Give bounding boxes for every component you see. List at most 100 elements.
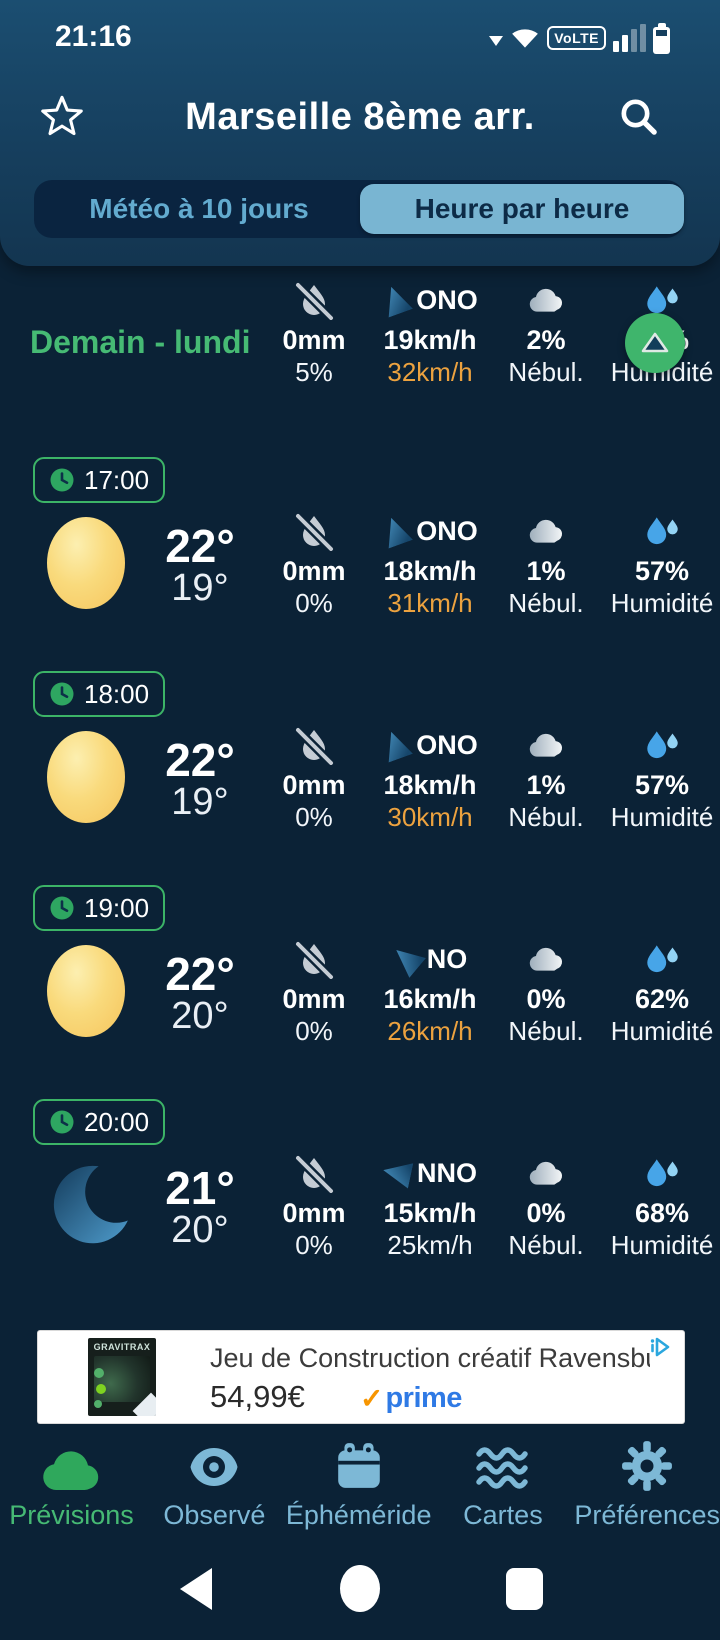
- humidity-label: Humidité: [610, 802, 714, 832]
- tab-hourly[interactable]: Heure par heure: [360, 184, 684, 234]
- signal-bars-icon: [613, 24, 646, 52]
- humidity-drops-icon: [641, 510, 683, 552]
- temp-high: 22°: [165, 520, 235, 572]
- cloud-icon: [527, 731, 565, 759]
- wind-speed: 18km/h: [383, 770, 477, 800]
- cloud-label: Nébul.: [508, 357, 584, 387]
- wind-direction: ONO: [416, 729, 478, 760]
- wind-speed: 15km/h: [383, 1198, 477, 1228]
- calendar-icon: [333, 1436, 385, 1492]
- search-icon[interactable]: [618, 96, 660, 143]
- battery-icon: [653, 22, 670, 54]
- temp-high: 22°: [165, 948, 235, 1000]
- rain-amount: 0mm: [282, 770, 346, 800]
- clock-icon: [49, 681, 75, 707]
- status-icons: VoLTE: [489, 22, 670, 54]
- rain-amount: 0mm: [282, 325, 346, 355]
- cloud-icon: [527, 1159, 565, 1187]
- rain-probability: 0%: [295, 588, 333, 618]
- temp-high: 21°: [165, 1162, 235, 1214]
- bottom-navigation: Prévisions Observé: [0, 1436, 720, 1540]
- wind-direction: NNO: [417, 1157, 477, 1188]
- cloud-label: Nébul.: [508, 588, 584, 618]
- prime-check-icon: ✓: [360, 1383, 384, 1414]
- nav-preferences[interactable]: Préférences: [574, 1436, 720, 1540]
- temp-high: 22°: [165, 734, 235, 786]
- nav-observe[interactable]: Observé: [143, 1436, 286, 1540]
- humidity-value: 62%: [634, 984, 690, 1014]
- sun-icon: [47, 945, 125, 1037]
- nav-previsions[interactable]: Prévisions: [0, 1436, 143, 1540]
- hour-row-18[interactable]: 22° 19° 0mm 0% ONO 18km/h 30km/h 1% Nébu…: [0, 717, 720, 849]
- wifi-icon: [512, 29, 539, 48]
- eye-icon: [186, 1436, 242, 1492]
- cloud-icon: [527, 517, 565, 545]
- humidity-drops-icon: [641, 1152, 683, 1194]
- time-label: 18:00: [84, 678, 150, 709]
- humidity-value: 57%: [634, 770, 690, 800]
- temp-low: 19°: [171, 567, 229, 609]
- cloud-label: Nébul.: [508, 1230, 584, 1260]
- cloud-cover: 1%: [526, 556, 566, 586]
- gear-icon: [621, 1436, 673, 1492]
- volte-badge: VoLTE: [547, 26, 606, 50]
- nav-ephemeride[interactable]: Éphéméride: [286, 1436, 431, 1540]
- time-chip: 19:00: [33, 885, 166, 931]
- wind-speed: 16km/h: [383, 984, 477, 1014]
- summary-row-tomorrow[interactable]: Demain - lundi 0mm 5% ONO 19km/h 32km/h …: [0, 272, 720, 404]
- rain-off-icon: [294, 939, 334, 979]
- cloud-cover: 1%: [526, 770, 566, 800]
- rain-probability: 0%: [295, 1016, 333, 1046]
- rain-amount: 0mm: [282, 556, 346, 586]
- cloud-cover: 0%: [526, 984, 566, 1014]
- prime-logo: ✓ prime: [360, 1382, 462, 1414]
- cloud-cover: 2%: [526, 325, 566, 355]
- waves-icon: [475, 1436, 531, 1492]
- tab-10-days[interactable]: Météo à 10 jours: [89, 193, 309, 224]
- time-chip: 17:00: [33, 457, 166, 503]
- wind-direction-icon: [378, 282, 414, 318]
- adchoices-icon[interactable]: [648, 1335, 672, 1359]
- time-label: 19:00: [84, 892, 150, 923]
- rain-off-icon: [294, 280, 334, 320]
- wind-gust: 26km/h: [387, 1016, 473, 1046]
- collapse-fab-button[interactable]: [625, 313, 685, 373]
- time-label: 20:00: [84, 1106, 150, 1137]
- humidity-value: 68%: [634, 1198, 690, 1228]
- time-label: 17:00: [84, 464, 150, 495]
- wind-direction-icon: [378, 727, 414, 763]
- android-home-button[interactable]: [340, 1565, 380, 1612]
- android-back-button[interactable]: [180, 1568, 212, 1610]
- rain-off-icon: [294, 725, 334, 765]
- cloud-label: Nébul.: [508, 1016, 584, 1046]
- humidity-label: Humidité: [610, 588, 714, 618]
- chevron-up-icon: [641, 332, 669, 353]
- status-time: 21:16: [55, 20, 132, 53]
- android-recents-button[interactable]: [506, 1568, 543, 1610]
- wind-direction-icon: [378, 513, 414, 549]
- wind-direction: ONO: [416, 284, 478, 315]
- hour-row-17[interactable]: 22° 19° 0mm 0% ONO 18km/h 31km/h 1% Nébu…: [0, 503, 720, 635]
- ad-title: Jeu de Construction créatif Ravensburger…: [210, 1343, 650, 1373]
- favorite-star-icon[interactable]: [40, 94, 84, 143]
- rain-amount: 0mm: [282, 984, 346, 1014]
- nav-label: Préférences: [574, 1500, 720, 1530]
- rain-amount: 0mm: [282, 1198, 346, 1228]
- humidity-label: Humidité: [610, 1016, 714, 1046]
- wind-speed: 19km/h: [383, 325, 477, 355]
- temp-low: 20°: [171, 1209, 229, 1251]
- humidity-drops-icon: [641, 938, 683, 980]
- time-chip: 18:00: [33, 671, 166, 717]
- sun-icon: [47, 731, 125, 823]
- ad-product-brand: GRAVITRAX: [93, 1342, 151, 1352]
- wind-direction-icon: [387, 939, 426, 978]
- wind-direction-icon: [380, 1156, 413, 1189]
- hour-row-20[interactable]: 21° 20° 0mm 0% NNO 15km/h 25km/h 0% Nébu…: [0, 1145, 720, 1277]
- ad-product-image: GRAVITRAX: [88, 1338, 156, 1416]
- ad-banner[interactable]: GRAVITRAX Jeu de Construction créatif Ra…: [38, 1331, 684, 1423]
- wind-gust: 30km/h: [387, 802, 473, 832]
- ad-price: 54,99€: [210, 1379, 305, 1414]
- nav-cartes[interactable]: Cartes: [431, 1436, 574, 1540]
- hour-row-19[interactable]: 22° 20° 0mm 0% NO 16km/h 26km/h 0% Nébul…: [0, 931, 720, 1063]
- rain-probability: 0%: [295, 802, 333, 832]
